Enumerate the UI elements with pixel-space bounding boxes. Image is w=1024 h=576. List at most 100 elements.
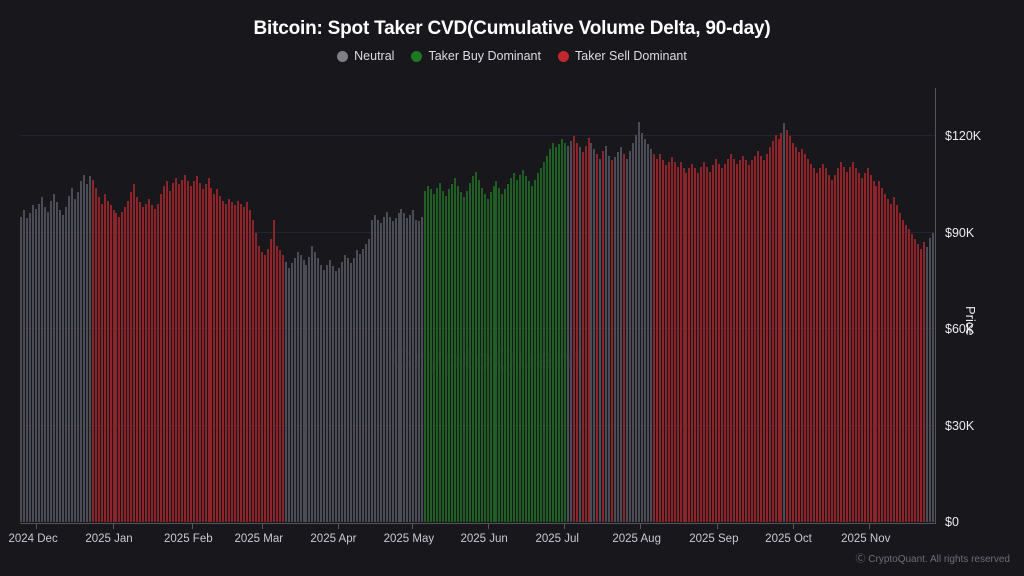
bar-fill-sell xyxy=(703,161,706,522)
bar-fill-sell xyxy=(676,166,679,522)
bar-fill-buy xyxy=(486,198,489,522)
bar-fill-neutral xyxy=(26,218,29,522)
bar-fill-sell xyxy=(738,160,741,522)
x-axis-tick-label: 2025 Jan xyxy=(85,533,133,545)
bar-fill-sell xyxy=(724,163,727,522)
bar-fill-sell xyxy=(715,158,718,522)
bar-fill-neutral xyxy=(62,215,65,522)
bar-fill-neutral xyxy=(20,216,23,522)
bar-fill-sell xyxy=(219,195,222,522)
x-axis-tick-mark xyxy=(36,523,38,529)
y-axis-tick-label: $60K xyxy=(945,322,975,337)
bar-fill-neutral xyxy=(82,174,85,522)
bar-fill-sell xyxy=(887,198,890,522)
bar-fill-neutral xyxy=(65,206,68,522)
bar-fill-neutral xyxy=(635,134,638,522)
bar-fill-neutral xyxy=(350,263,353,522)
bar-fill-buy xyxy=(492,186,495,522)
bar-fill-neutral xyxy=(928,237,931,522)
bar-fill-sell xyxy=(801,149,804,522)
bar-fill-buy xyxy=(545,155,548,522)
bar-fill-sell xyxy=(875,186,878,522)
bar-fill-neutral xyxy=(67,195,70,522)
bar-fill-neutral xyxy=(649,149,652,522)
bar-fill-sell xyxy=(691,163,694,522)
bar-fill-sell xyxy=(878,181,881,522)
bar-fill-sell xyxy=(572,136,575,522)
bar-fill-neutral xyxy=(593,149,596,522)
bar-fill-buy xyxy=(516,179,519,522)
legend-swatch-taker-buy-dominant-icon xyxy=(411,50,423,62)
legend-item-taker-buy-dominant[interactable]: Taker Buy Dominant xyxy=(411,49,541,63)
bar-fill-sell xyxy=(207,178,210,522)
bar-fill-sell xyxy=(712,165,715,522)
bar-fill-sell xyxy=(174,178,177,522)
bar-fill-buy xyxy=(540,168,543,522)
bar-fill-neutral xyxy=(302,260,305,522)
bar-fill-neutral xyxy=(293,258,296,522)
bar-fill-sell xyxy=(825,168,828,522)
bar-fill-buy xyxy=(456,186,459,522)
bar-fill-sell xyxy=(851,161,854,522)
bar-fill-sell xyxy=(842,166,845,522)
legend-item-neutral[interactable]: Neutral xyxy=(337,49,394,63)
bar-fill-sell xyxy=(255,232,258,522)
bar-fill-neutral xyxy=(296,251,299,522)
bar-fill-buy xyxy=(433,194,436,522)
bar-fill-sell xyxy=(142,206,145,522)
bar-fill-sell xyxy=(917,243,920,522)
bar-fill-sell xyxy=(225,203,228,522)
bar-fill-neutral xyxy=(335,271,338,522)
bar-fill-sell xyxy=(777,139,780,522)
bar-fill-buy xyxy=(501,194,504,522)
bar-fill-neutral xyxy=(284,261,287,522)
bar-fill-sell xyxy=(730,153,733,522)
bar-fill-sell xyxy=(115,213,118,522)
bar-fill-sell xyxy=(735,163,738,522)
bar-fill-sell xyxy=(124,206,127,522)
bar-fill-neutral xyxy=(79,181,82,522)
y-axis-tick-label: $90K xyxy=(945,225,975,240)
bar-fill-neutral xyxy=(361,248,364,522)
bar-fill-neutral xyxy=(626,158,629,522)
bar-fill-sell xyxy=(872,181,875,522)
x-axis-tick-mark xyxy=(411,523,413,529)
bar-fill-sell xyxy=(813,168,816,522)
bar-fill-neutral xyxy=(418,221,421,522)
bar-fill-buy xyxy=(477,179,480,522)
bar-fill-buy xyxy=(522,169,525,522)
bar-fill-buy xyxy=(534,179,537,522)
bar-fill-sell xyxy=(201,189,204,522)
bar-fill-sell xyxy=(602,150,605,522)
bar-fill-buy xyxy=(436,187,439,522)
bar-fill-sell xyxy=(210,187,213,522)
bar-fill-buy xyxy=(563,142,566,522)
bar-fill-sell xyxy=(753,155,756,522)
bar-fill-sell xyxy=(890,203,893,522)
bar-fill-sell xyxy=(706,166,709,522)
bar-fill-sell xyxy=(810,163,813,522)
bar-fill-sell xyxy=(902,219,905,522)
bar-fill-sell xyxy=(860,178,863,522)
x-axis-tick-label: 2025 Nov xyxy=(841,533,891,545)
bar-series xyxy=(20,88,935,522)
bar-fill-sell xyxy=(133,184,136,522)
bar-fill-neutral xyxy=(341,261,344,522)
x-axis-tick-mark xyxy=(793,523,795,529)
bar-fill-buy xyxy=(557,144,560,522)
y-axis-tick-label: $0 xyxy=(945,515,959,529)
bar-fill-sell xyxy=(198,182,201,522)
bar-fill-sell xyxy=(252,219,255,522)
bar-fill-buy xyxy=(560,139,563,522)
bar-fill-neutral xyxy=(47,211,50,522)
bar-fill-buy xyxy=(495,181,498,522)
x-axis-tick-mark xyxy=(717,523,719,529)
legend-item-taker-sell-dominant[interactable]: Taker Sell Dominant xyxy=(558,49,687,63)
bar-fill-sell xyxy=(759,155,762,522)
bar-fill-neutral xyxy=(599,158,602,522)
bar-fill-buy xyxy=(504,189,507,522)
bar-fill-sell xyxy=(165,181,168,522)
bar-fill-buy xyxy=(507,184,510,522)
x-axis-tick-label: 2024 Dec xyxy=(8,533,58,545)
x-axis-line xyxy=(20,523,936,524)
